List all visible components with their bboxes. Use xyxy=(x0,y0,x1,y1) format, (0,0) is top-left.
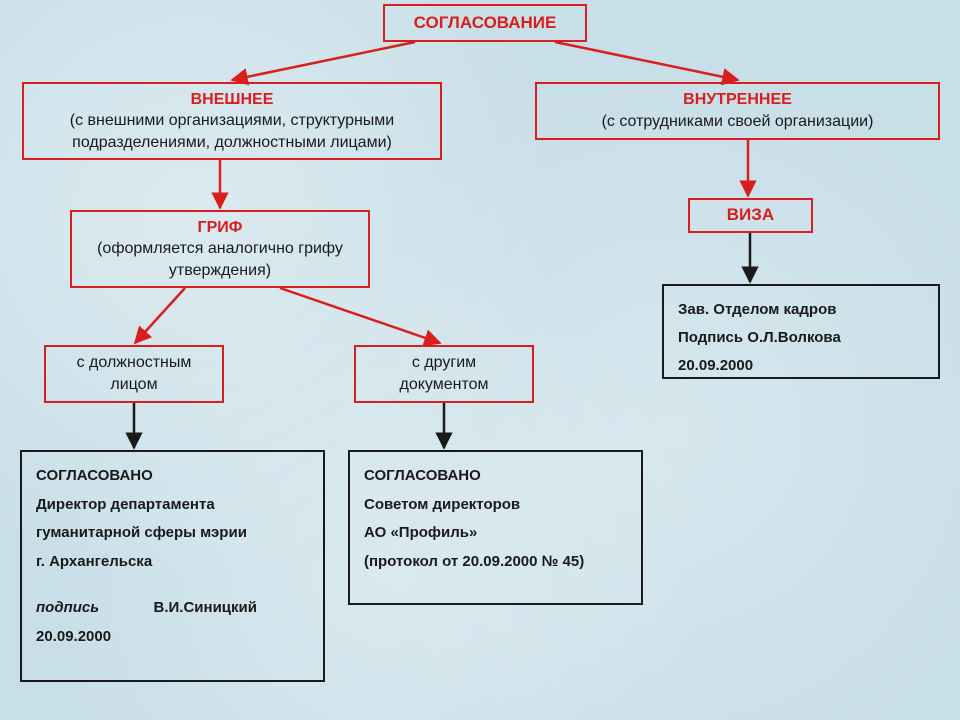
ex1-l1: СОГЛАСОВАНО xyxy=(36,462,309,491)
visa-example-box: Зав. Отделом кадров Подпись О.Л.Волкова … xyxy=(662,284,940,379)
external-box: ВНЕШНЕЕ (с внешними организациями, струк… xyxy=(22,82,442,160)
visa-box: ВИЗА xyxy=(688,198,813,233)
with-document-l1: с другим xyxy=(412,352,476,374)
visa-ex-l2: Подпись О.Л.Волкова xyxy=(678,324,924,352)
ex2-l3: АО «Профиль» xyxy=(364,519,627,548)
example2-box: СОГЛАСОВАНО Советом директоров АО «Профи… xyxy=(348,450,643,605)
with-document-box: с другим документом xyxy=(354,345,534,403)
example1-box: СОГЛАСОВАНО Директор департамента гумани… xyxy=(20,450,325,682)
ex1-sig-label: подпись xyxy=(36,599,99,616)
visa-ex-l3: 20.09.2000 xyxy=(678,352,924,380)
root-box: СОГЛАСОВАНИЕ xyxy=(383,4,587,42)
internal-box: ВНУТРЕННЕЕ (с сотрудниками своей организ… xyxy=(535,82,940,140)
with-document-l2: документом xyxy=(399,374,488,396)
ex1-sig-row: подпись В.И.Синицкий xyxy=(36,594,309,623)
ex1-date: 20.09.2000 xyxy=(36,623,309,652)
with-official-l1: с должностным xyxy=(77,352,192,374)
with-official-box: с должностным лицом xyxy=(44,345,224,403)
ex1-sig-name: В.И.Синицкий xyxy=(154,599,257,616)
ex1-l3: гуманитарной сферы мэрии xyxy=(36,519,309,548)
internal-sub: (с сотрудниками своей организации) xyxy=(602,111,874,133)
with-official-l2: лицом xyxy=(110,374,157,396)
internal-title: ВНУТРЕННЕЕ xyxy=(683,89,792,111)
ex2-l1: СОГЛАСОВАНО xyxy=(364,462,627,491)
visa-ex-l1: Зав. Отделом кадров xyxy=(678,296,924,324)
external-title: ВНЕШНЕЕ xyxy=(191,89,274,111)
external-sub: (с внешними организациями, структурными … xyxy=(32,110,432,153)
ex1-l2: Директор департамента xyxy=(36,491,309,520)
grif-title: ГРИФ xyxy=(198,217,243,239)
grif-box: ГРИФ (оформляется аналогично грифу утвер… xyxy=(70,210,370,288)
ex2-l4: (протокол от 20.09.2000 № 45) xyxy=(364,548,627,577)
visa-title: ВИЗА xyxy=(727,204,774,227)
grif-sub: (оформляется аналогично грифу утверждени… xyxy=(80,238,360,281)
ex1-l4: г. Архангельска xyxy=(36,548,309,577)
root-title: СОГЛАСОВАНИЕ xyxy=(414,12,557,35)
ex2-l2: Советом директоров xyxy=(364,491,627,520)
